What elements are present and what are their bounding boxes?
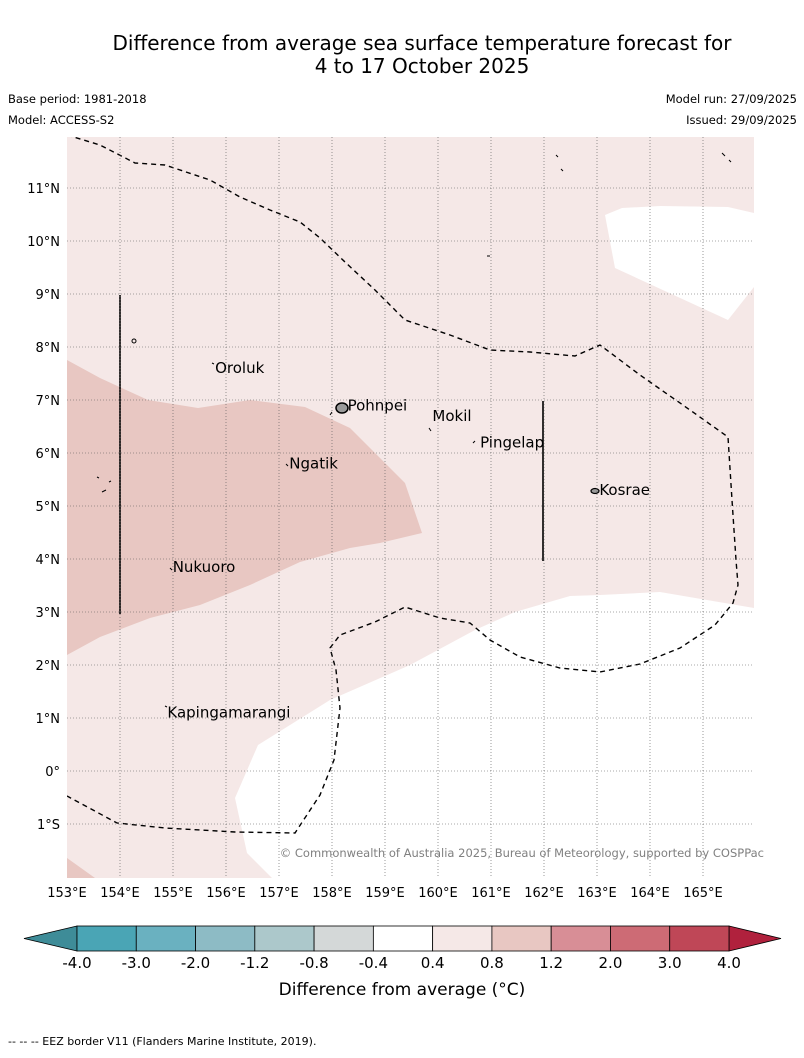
lon-label: 153°E	[47, 886, 87, 901]
kosrae-island	[590, 487, 600, 495]
colorbar-tick-label: -3.0	[122, 954, 151, 972]
colorbar-tick-label: -4.0	[62, 954, 91, 972]
colorbar-segment	[491, 925, 552, 952]
island-marker	[96, 476, 112, 493]
lat-label: 9°N	[36, 288, 61, 303]
lat-label: 8°N	[36, 341, 61, 356]
colorbar-segment	[669, 925, 730, 952]
island-marker	[131, 338, 137, 344]
lat-label: 7°N	[36, 394, 61, 409]
colorbar-tick-label: 1.2	[539, 954, 563, 972]
issued-date: Issued: 29/09/2025	[686, 113, 797, 127]
place-label-nukuoro: Nukuoro	[173, 558, 236, 576]
lat-label: 1°S	[37, 818, 60, 833]
eez-border	[67, 137, 739, 834]
map-area	[67, 137, 754, 878]
colorbar-tick-label: 4.0	[717, 954, 741, 972]
title-line-1: Difference from average sea surface temp…	[112, 31, 732, 55]
pohnpei-island	[335, 402, 349, 414]
lat-label: 6°N	[36, 447, 61, 462]
lon-label: 158°E	[312, 886, 352, 901]
lat-label: 3°N	[36, 606, 61, 621]
place-label-oroluk: Oroluk	[215, 359, 264, 377]
colorbar-tick-label: 0.8	[480, 954, 504, 972]
latitude-labels: 11°N 10°N 9°N 8°N 7°N 6°N 5°N 4°N 3°N 2°N 1°N 0° 1°S	[27, 182, 60, 833]
lon-label: 157°E	[259, 886, 299, 901]
lon-label: 159°E	[365, 886, 405, 901]
longitude-labels: 153°E 154°E 155°E 156°E 157°E 158°E 159°E 160°E…	[47, 886, 723, 901]
base-period: Base period: 1981-2018	[8, 92, 147, 106]
colorbar: -4.0 -3.0 -2.0 -1.2 -0.8 -0.4 0.4 0.8 1.2 2.0 3.0 4…	[23, 925, 782, 972]
neutral-region-ne	[605, 206, 754, 320]
lon-label: 154°E	[100, 886, 140, 901]
anomaly-0.8-1.2-region	[67, 360, 422, 655]
place-label-pohnpei: Pohnpei	[348, 396, 408, 414]
colorbar-segment	[550, 925, 611, 952]
lat-label: 5°N	[36, 500, 61, 515]
colorbar-tick-label: -0.8	[299, 954, 328, 972]
colorbar-under-arrow	[23, 925, 78, 952]
lat-label: 4°N	[36, 553, 61, 568]
colorbar-tick-label: -0.4	[359, 954, 388, 972]
island-marker	[487, 152, 732, 257]
lon-label: 156°E	[206, 886, 246, 901]
colorbar-segment	[372, 925, 434, 952]
copyright-notice: © Commonwealth of Australia 2025, Bureau…	[280, 846, 764, 860]
chart-title: Difference from average sea surface temp…	[0, 32, 804, 78]
colorbar-title: Difference from average (°C)	[278, 980, 526, 1000]
neutral-region-se	[235, 592, 754, 878]
place-label-ngatik: Ngatik	[289, 455, 338, 473]
colorbar-segment	[195, 925, 256, 952]
colorbar-tick-label: 0.4	[421, 954, 445, 972]
colorbar-segment	[432, 925, 493, 952]
colorbar-tick-label: 2.0	[599, 954, 623, 972]
lon-label: 165°E	[683, 886, 723, 901]
anomaly-0.8-1.2-corner	[67, 858, 95, 878]
lat-label: 10°N	[27, 235, 60, 250]
lon-label: 164°E	[630, 886, 670, 901]
colorbar-segment	[76, 925, 137, 952]
place-labels: Oroluk Pohnpei Mokil Pingelap Ngatik Kosrae Nu…	[167, 359, 650, 722]
lat-label: 11°N	[27, 182, 60, 197]
lon-label: 160°E	[418, 886, 458, 901]
lon-label: 155°E	[153, 886, 193, 901]
colorbar-segment	[135, 925, 196, 952]
lon-label: 161°E	[471, 886, 511, 901]
title-line-2: 4 to 17 October 2025	[314, 54, 530, 78]
colorbar-tick-label: -2.0	[181, 954, 210, 972]
colorbar-over-arrow	[728, 925, 782, 952]
model-label: Model: ACCESS-S2	[8, 113, 115, 127]
lon-label: 162°E	[524, 886, 564, 901]
lon-label: 163°E	[577, 886, 617, 901]
colorbar-segment	[254, 925, 315, 952]
graticule	[67, 137, 754, 878]
colorbar-tick-label: 3.0	[658, 954, 682, 972]
lat-label: 1°N	[36, 712, 61, 727]
colorbar-tick-label: -1.2	[240, 954, 269, 972]
place-label-pingelap: Pingelap	[480, 433, 544, 451]
lat-label: 0°	[45, 765, 60, 780]
place-markers	[164, 362, 476, 708]
colorbar-segment	[610, 925, 671, 952]
lat-label: 2°N	[36, 659, 61, 674]
place-label-mokil: Mokil	[432, 407, 471, 425]
forecast-map: Oroluk Pohnpei Mokil Pingelap Ngatik Kosrae Nu…	[23, 137, 782, 972]
place-label-kosrae: Kosrae	[599, 481, 650, 499]
colorbar-segment	[313, 925, 374, 952]
place-label-kapingamarangi: Kapingamarangi	[167, 704, 290, 722]
footer-note: -- -- -- EEZ border V11 (Flanders Marine…	[8, 1035, 317, 1048]
model-run: Model run: 27/09/2025	[665, 92, 797, 106]
